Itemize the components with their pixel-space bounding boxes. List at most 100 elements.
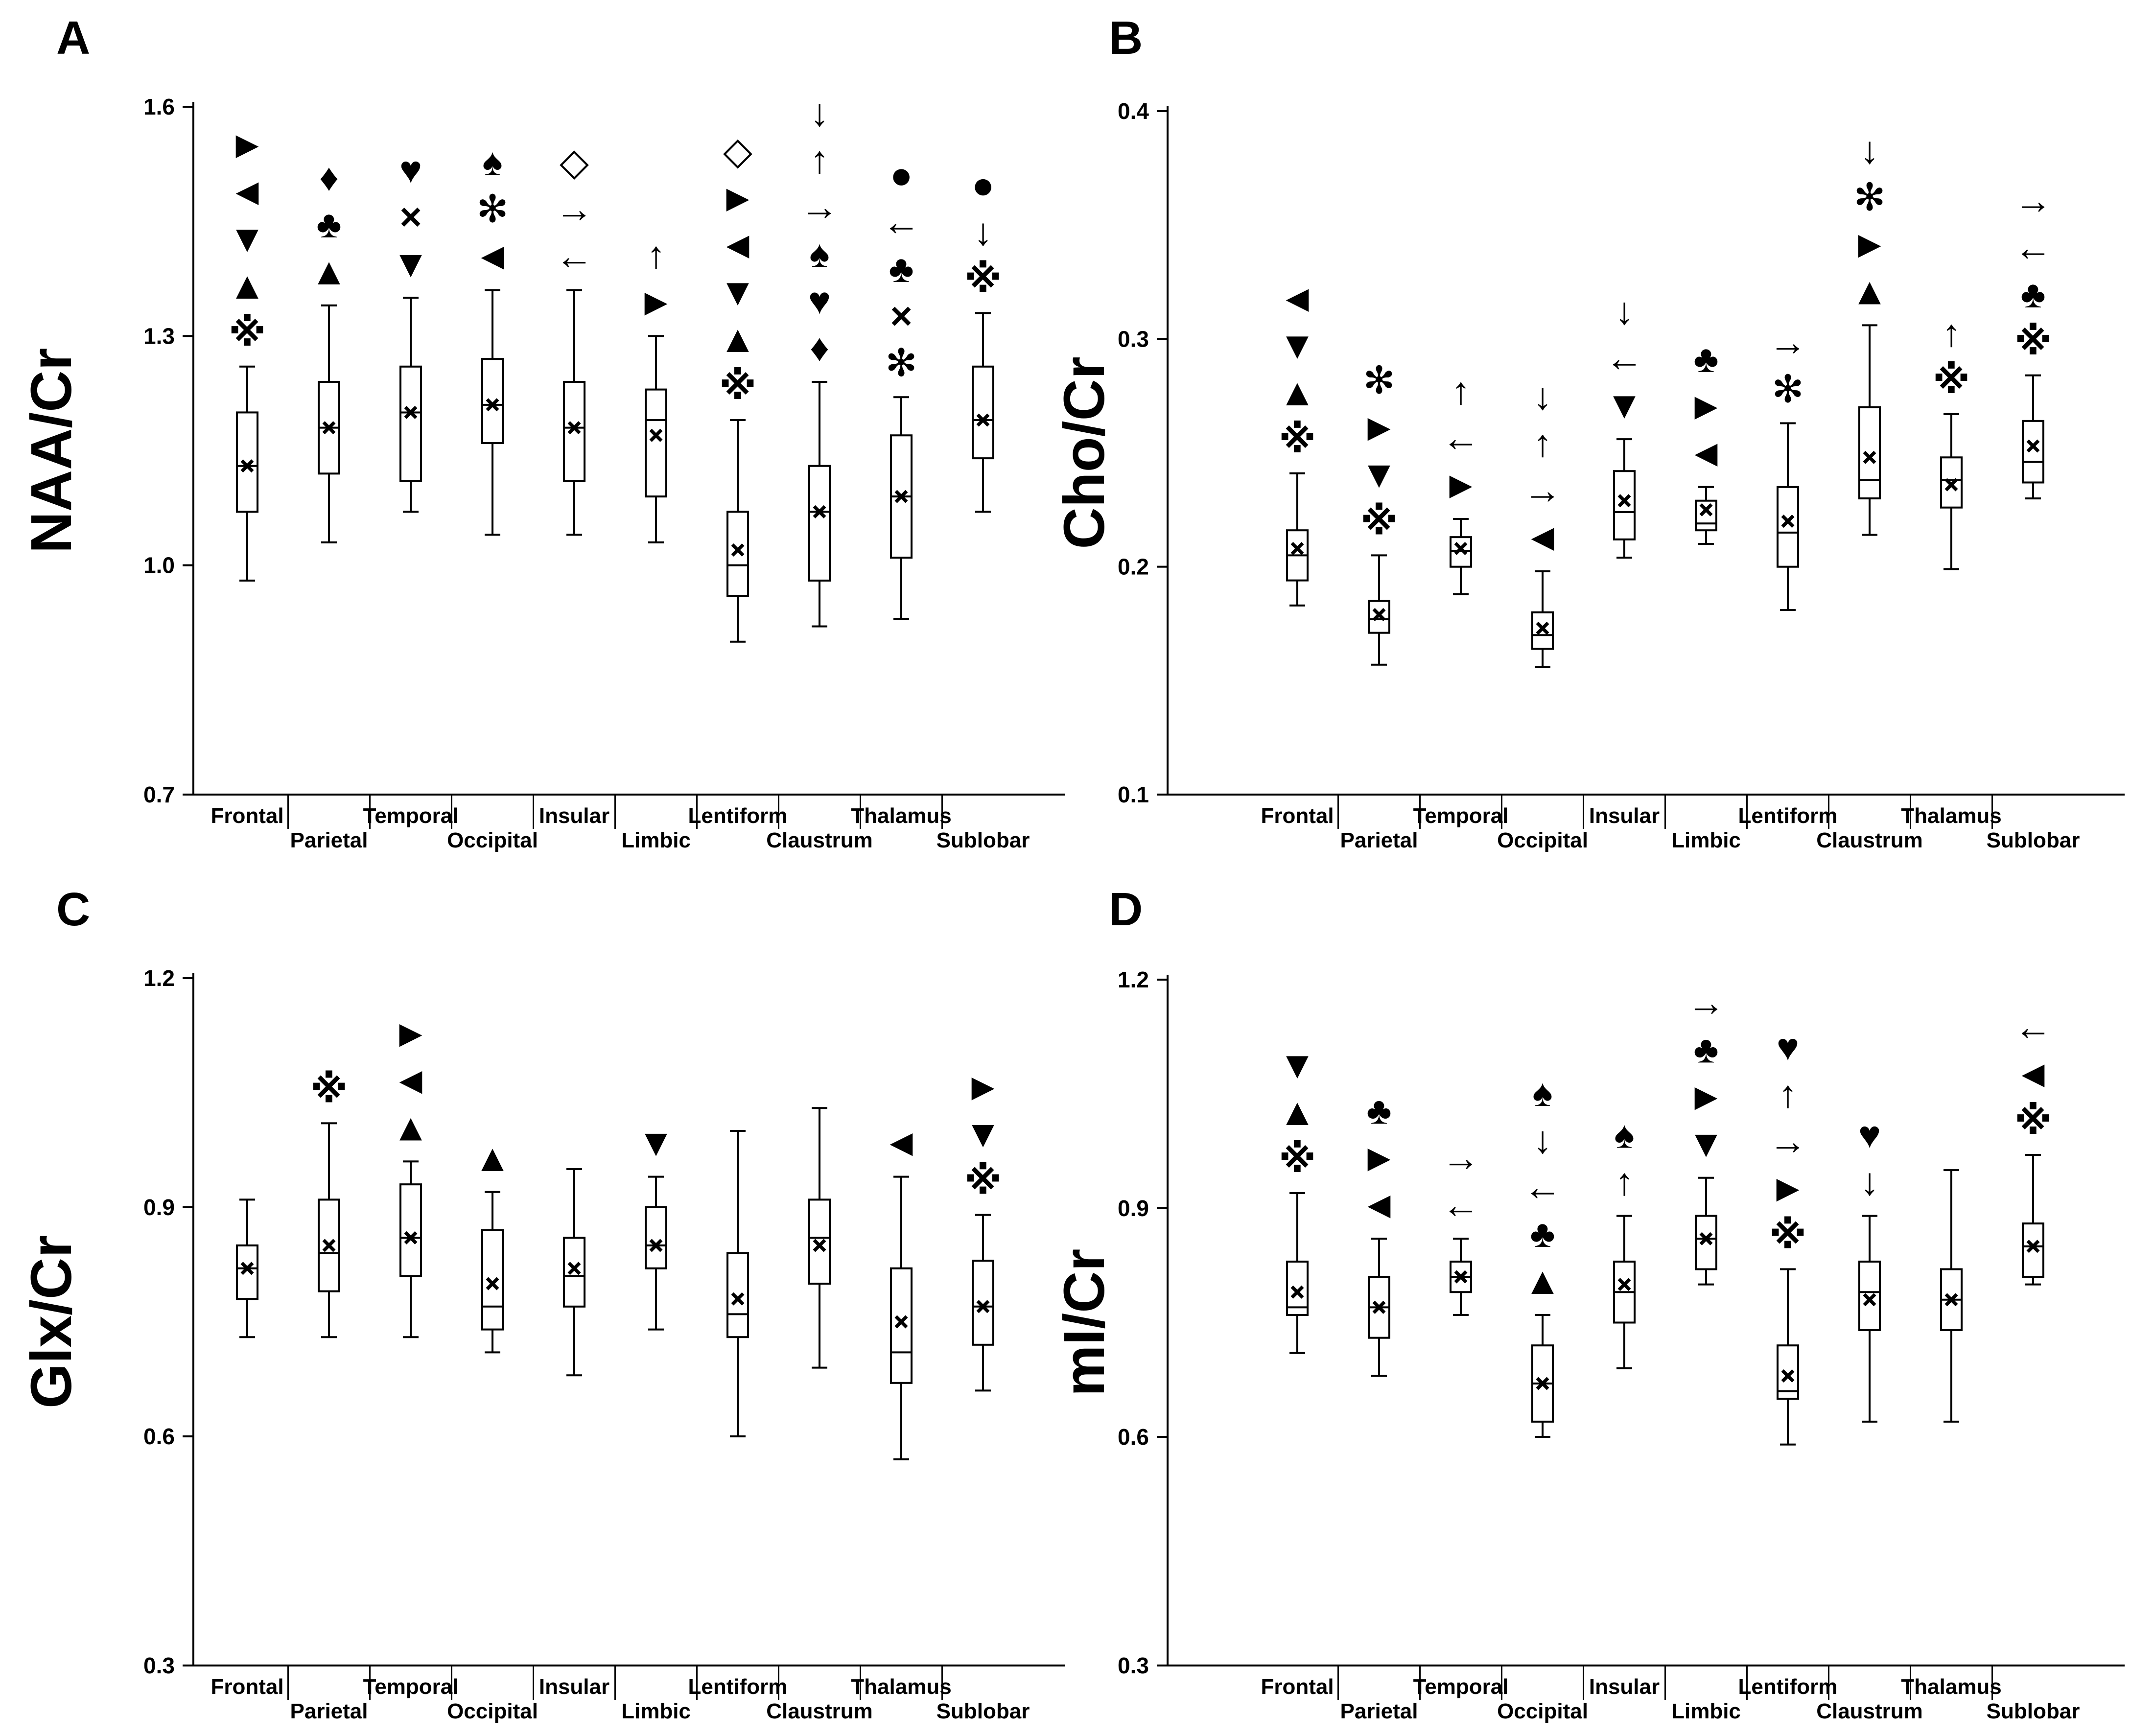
significance-symbol: ► xyxy=(1360,1136,1398,1179)
x-category-label: Lentiform xyxy=(1738,1675,1838,1699)
significance-symbol: ♦ xyxy=(319,156,339,199)
significance-symbol: ◄ xyxy=(392,1058,429,1102)
significance-symbol: ↑ xyxy=(810,138,829,181)
panel-letter: C xyxy=(56,883,90,936)
box-temporal xyxy=(1450,517,1472,595)
significance-symbol: ↑ xyxy=(1615,1160,1634,1203)
x-category-label: Limbic xyxy=(621,1699,691,1723)
significance-symbol: ► xyxy=(1687,1075,1725,1118)
box-iqr xyxy=(1286,1260,1309,1316)
significance-symbol: ◄ xyxy=(882,1121,920,1164)
mean-marker xyxy=(1781,515,1795,528)
significance-symbol: ◄ xyxy=(473,235,511,278)
x-category-label: Frontal xyxy=(1261,804,1334,828)
significance-symbol: ← xyxy=(1523,1165,1562,1208)
significance-symbol: ↓ xyxy=(1533,1118,1552,1161)
significance-symbol: ※ xyxy=(310,1067,348,1110)
box-iqr xyxy=(972,1260,994,1346)
significance-symbol: ※ xyxy=(964,1159,1002,1202)
x-category-label: Lentiform xyxy=(688,1675,788,1699)
box-claustrum xyxy=(1858,1215,1881,1423)
x-category-label: Temporal xyxy=(363,804,459,828)
box-sublobar xyxy=(2022,1154,2044,1286)
mean-marker xyxy=(976,413,990,427)
y-axis-label: NAA/Cr xyxy=(19,348,84,554)
x-category-label: Thalamus xyxy=(851,1675,951,1699)
x-category-label: Lentiform xyxy=(1738,804,1838,828)
significance-symbol: × xyxy=(399,195,422,238)
box-iqr xyxy=(808,1198,831,1285)
chart-panel-c: C Glx/Cr 0.3 0.6 0.9 1.2 Frontal ParietalTempor… xyxy=(19,883,1065,1723)
mean-marker xyxy=(1372,608,1386,621)
mean-marker xyxy=(1372,1300,1386,1314)
significance-symbol: ※ xyxy=(1279,1137,1316,1180)
significance-symbol: ▼ xyxy=(1605,383,1643,426)
x-category-label: Sublobar xyxy=(1987,828,2080,852)
significance-symbol: ▲ xyxy=(1850,269,1888,312)
box-iqr xyxy=(726,1252,749,1338)
box-frontal xyxy=(1286,472,1309,607)
significance-symbol: ▼ xyxy=(228,217,266,260)
significance-symbol: ▲ xyxy=(228,264,266,307)
significance-symbol: ▼ xyxy=(719,270,756,313)
box-lentiform xyxy=(726,1130,749,1437)
significance-symbol: ↓ xyxy=(974,211,993,254)
significance-symbol: ▲ xyxy=(473,1136,511,1179)
significance-symbol: ► xyxy=(637,280,675,323)
significance-symbol: ► xyxy=(1360,405,1398,448)
x-category-label: Claustrum xyxy=(766,1699,873,1723)
box-iqr xyxy=(481,1229,504,1331)
mean-marker xyxy=(1863,1293,1876,1307)
x-category-label: Thalamus xyxy=(1901,804,2001,828)
box-iqr xyxy=(2022,420,2044,484)
box-insular xyxy=(563,289,585,536)
y-tick-label: 1.3 xyxy=(143,323,175,349)
x-category-label: Frontal xyxy=(1261,1675,1334,1699)
y-axis-label: mI/Cr xyxy=(1052,1249,1117,1397)
y-axis-label: Cho/Cr xyxy=(1052,356,1117,549)
y-tick-label: 0.3 xyxy=(1118,1653,1149,1678)
chart-panel-b: B Cho/Cr 0.1 0.2 0.3 0.4 FrontalParietalTempor… xyxy=(1052,12,2125,852)
x-category-label: Insular xyxy=(539,804,609,828)
mean-marker xyxy=(486,1277,499,1290)
mean-marker xyxy=(813,505,826,518)
y-tick-label: 0.9 xyxy=(1118,1196,1149,1221)
significance-symbol: ← xyxy=(2014,226,2052,269)
significance-symbol: ► xyxy=(1769,1167,1806,1210)
box-iqr xyxy=(563,1237,585,1308)
significance-symbol: ✻ xyxy=(476,188,508,231)
x-category-label: Limbic xyxy=(621,828,691,852)
mean-marker xyxy=(567,421,581,435)
mean-marker xyxy=(1944,1293,1958,1307)
significance-symbol: ♥ xyxy=(808,279,831,322)
mean-marker xyxy=(1290,541,1304,555)
significance-symbol: ↓ xyxy=(810,91,829,134)
box-iqr xyxy=(1613,470,1636,540)
x-category-label: Insular xyxy=(539,1675,609,1699)
significance-symbol: ▼ xyxy=(1278,1043,1316,1086)
x-category-label: Thalamus xyxy=(1901,1675,2001,1699)
box-iqr xyxy=(236,1244,258,1300)
chart-panel-a: A NAA/Cr 0.7 1.0 1.3 1.6 Frontal ParietalTempor… xyxy=(19,12,1065,852)
significance-symbol: ← xyxy=(1442,1183,1480,1226)
x-category-label: Parietal xyxy=(290,828,368,852)
significance-symbol: → xyxy=(2014,179,2052,222)
x-category-label: Limbic xyxy=(1671,828,1741,852)
box-iqr xyxy=(563,381,585,482)
box-lentiform xyxy=(1777,422,1799,611)
significance-symbol: → xyxy=(1769,1120,1807,1163)
box-iqr xyxy=(1695,1215,1717,1270)
mean-marker xyxy=(322,421,336,435)
x-category-label: Insular xyxy=(1589,1675,1660,1699)
mean-marker xyxy=(1863,450,1876,464)
box-limbic xyxy=(645,335,667,543)
significance-symbol: ♣ xyxy=(1366,1089,1391,1132)
mean-marker xyxy=(2026,439,2040,453)
box-sublobar xyxy=(2022,374,2044,500)
significance-symbol: ▲ xyxy=(1523,1259,1561,1302)
y-tick-label: 1.2 xyxy=(143,965,175,991)
significance-symbol: → xyxy=(555,188,593,231)
box-limbic xyxy=(1695,486,1717,545)
significance-symbol: ► xyxy=(228,123,266,166)
